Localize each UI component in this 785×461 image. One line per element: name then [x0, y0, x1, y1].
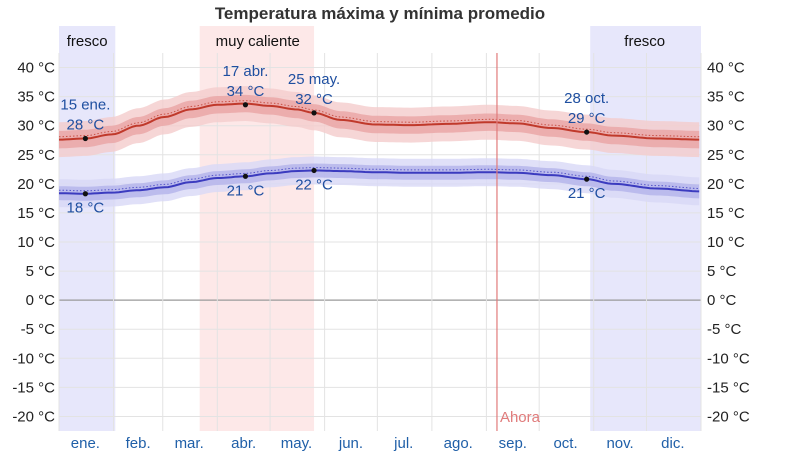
y-tick-left-40: 40 °C [17, 60, 55, 77]
annotation-point-0 [82, 135, 88, 142]
y-tick-left-35: 35 °C [17, 89, 55, 106]
annotation-date-2: 17 abr. [223, 63, 269, 80]
y-tick-right--15: -15 °C [707, 379, 750, 396]
annotation-point-3 [242, 173, 249, 179]
x-tick-month-8: sep. [499, 435, 527, 452]
season-band-label-1: muy caliente [216, 33, 300, 50]
season-band-cool-0 [59, 26, 116, 431]
y-tick-right--20: -20 °C [707, 408, 750, 425]
y-tick-right-10: 10 °C [707, 234, 745, 251]
annotation-value-1: 18 °C [67, 200, 105, 217]
y-tick-left-25: 25 °C [17, 147, 55, 164]
y-tick-left-10: 10 °C [17, 234, 55, 251]
now-marker: Ahora [496, 53, 541, 431]
annotation-value-7: 21 °C [568, 185, 606, 202]
annotation-point-4 [311, 110, 317, 116]
season-band-label-2: fresco [624, 33, 665, 50]
annotation-value-0: 28 °C [67, 116, 105, 133]
y-tick-left--20: -20 °C [12, 408, 55, 425]
x-tick-month-1: feb. [126, 435, 151, 452]
annotation-date-6: 28 oct. [564, 90, 609, 107]
y-tick-right-20: 20 °C [707, 176, 745, 193]
series-min-inner-range [59, 163, 700, 201]
series-max-inner-range [59, 94, 700, 149]
annotation-point-7 [584, 176, 590, 182]
y-tick-left--15: -15 °C [12, 379, 55, 396]
x-tick-month-10: nov. [606, 435, 633, 452]
annotation-date-4: 25 may. [288, 71, 340, 88]
season-band-label-0: fresco [67, 33, 108, 50]
annotation-value-4: 32 °C [295, 91, 333, 108]
axis-ticks: 40 °C 40 °C 35 °C 35 °C 30 °C 30 °C 25 °C 25 °C… [12, 60, 750, 452]
y-tick-right--10: -10 °C [707, 350, 750, 367]
x-tick-month-9: oct. [553, 435, 577, 452]
annotation-point-6 [584, 129, 590, 135]
series-max-line [59, 102, 700, 141]
now-label: Ahora [500, 409, 541, 426]
y-tick-right-40: 40 °C [707, 60, 745, 77]
y-tick-left-5: 5 °C [26, 263, 56, 280]
y-tick-left-15: 15 °C [17, 205, 55, 222]
y-tick-right-0: 0 °C [707, 292, 737, 309]
y-tick-left--5: -5 °C [21, 321, 56, 338]
y-tick-right-35: 35 °C [707, 89, 745, 106]
y-tick-right--5: -5 °C [707, 321, 742, 338]
annotation-value-3: 21 °C [227, 182, 265, 199]
x-tick-month-0: ene. [71, 435, 100, 452]
annotation-point-5 [311, 167, 317, 174]
annotation-value-5: 22 °C [295, 176, 333, 193]
y-tick-left-30: 30 °C [17, 118, 55, 135]
y-tick-right-30: 30 °C [707, 118, 745, 135]
x-tick-month-2: mar. [175, 435, 204, 452]
x-tick-month-6: jul. [393, 435, 413, 452]
annotation-labels: 15 ene. 28 °C 18 °C 17 abr. 34 °C 21 °C 25 may… [60, 63, 609, 217]
y-tick-left-0: 0 °C [26, 292, 56, 309]
y-tick-right-25: 25 °C [707, 147, 745, 164]
y-tick-left-20: 20 °C [17, 176, 55, 193]
series-min-line [59, 169, 700, 195]
annotation-points [82, 102, 590, 197]
x-tick-month-4: may. [281, 435, 312, 452]
season-band-cool-2 [590, 26, 701, 431]
annotation-value-6: 29 °C [568, 110, 606, 127]
y-tick-left--10: -10 °C [12, 350, 55, 367]
y-tick-right-15: 15 °C [707, 205, 745, 222]
x-tick-month-11: dic. [661, 435, 684, 452]
annotation-point-2 [242, 102, 249, 108]
annotation-date-0: 15 ene. [60, 96, 110, 113]
annotation-value-2: 34 °C [227, 83, 265, 100]
x-tick-month-5: jun. [338, 435, 363, 452]
annotation-point-1 [82, 191, 88, 197]
chart-title: Temperatura máxima y mínima promedio [215, 4, 545, 23]
series-lines [58, 100, 700, 195]
y-tick-right-5: 5 °C [707, 263, 737, 280]
x-tick-month-3: abr. [231, 435, 256, 452]
x-tick-month-7: ago. [444, 435, 473, 452]
series-min-dotted-line [58, 167, 700, 192]
